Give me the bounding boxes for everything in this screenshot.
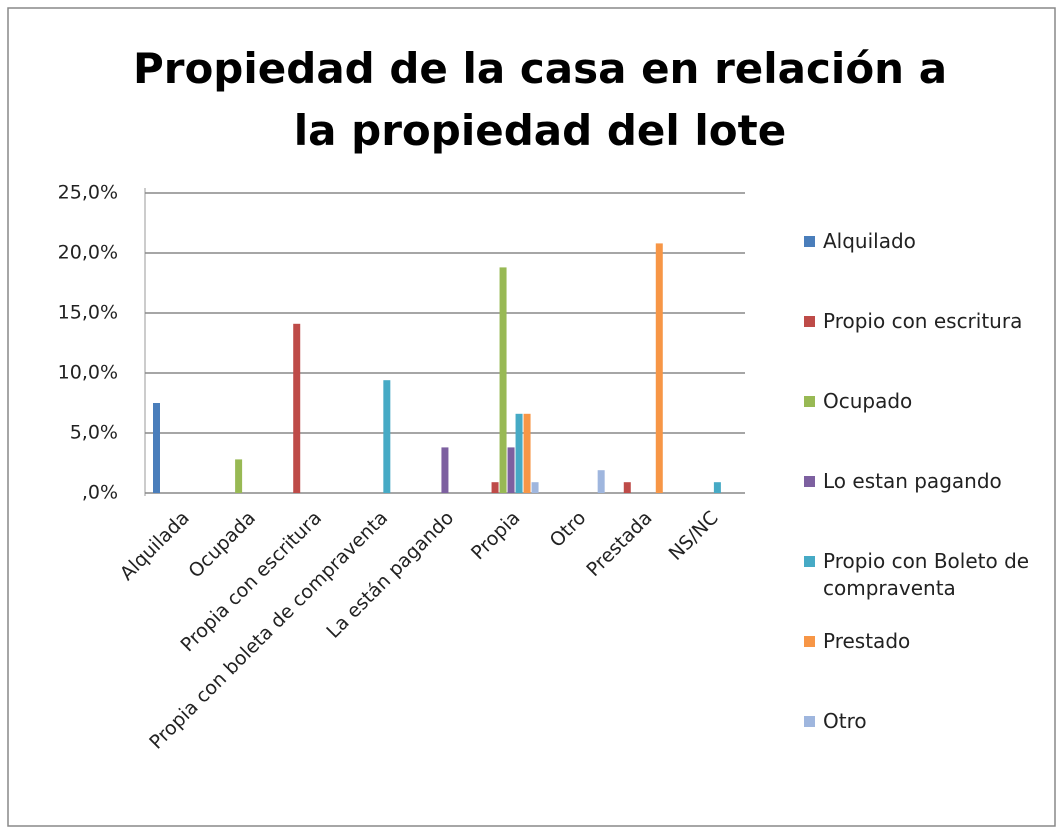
legend-swatch bbox=[804, 716, 815, 727]
legend-swatch bbox=[804, 236, 815, 247]
y-tick-label: 25,0% bbox=[58, 182, 118, 204]
bar bbox=[713, 482, 721, 493]
bar bbox=[491, 482, 499, 493]
x-tick-label: Propia bbox=[467, 507, 524, 564]
bar bbox=[515, 413, 523, 493]
y-tick-label: 10,0% bbox=[58, 362, 118, 384]
bar bbox=[383, 380, 391, 493]
bar bbox=[523, 413, 531, 493]
x-tick-label: Otro bbox=[546, 507, 591, 552]
x-tick-label: NS/NC bbox=[665, 507, 723, 565]
legend-item: Prestado bbox=[804, 628, 1039, 655]
x-tick-label: Alquilada bbox=[116, 507, 194, 585]
legend-swatch bbox=[804, 396, 815, 407]
legend-item: Lo estan pagando bbox=[804, 468, 1039, 495]
x-tick-label: Propia con boleta de compraventa bbox=[145, 507, 392, 754]
bar bbox=[655, 243, 663, 493]
legend-swatch bbox=[804, 556, 815, 567]
legend-item: Otro bbox=[804, 708, 1039, 735]
y-tick-label: 20,0% bbox=[58, 242, 118, 264]
y-tick-label: 5,0% bbox=[70, 422, 118, 444]
chart-title: Propiedad de la casa en relación a la pr… bbox=[132, 44, 948, 155]
bar bbox=[531, 482, 539, 493]
y-tick-label: 15,0% bbox=[58, 302, 118, 324]
chart-border bbox=[7, 7, 1056, 827]
legend-swatch bbox=[804, 316, 815, 327]
bar bbox=[597, 470, 605, 493]
legend-label: Otro bbox=[823, 709, 867, 733]
bar bbox=[235, 459, 243, 493]
legend-label: Alquilado bbox=[823, 229, 916, 253]
bar bbox=[293, 323, 301, 493]
legend-swatch bbox=[804, 476, 815, 487]
legend-swatch bbox=[804, 636, 815, 647]
legend-label: Propio con escritura bbox=[823, 309, 1023, 333]
legend-label: Lo estan pagando bbox=[823, 469, 1002, 493]
y-tick-label: ,0% bbox=[82, 482, 118, 504]
bar bbox=[623, 482, 631, 493]
legend-label: Propio con Boleto de compraventa bbox=[823, 549, 1030, 600]
bar bbox=[153, 403, 160, 493]
x-tick-label: La están pagando bbox=[322, 507, 458, 643]
legend-item: Ocupado bbox=[804, 388, 1039, 415]
legend-label: Ocupado bbox=[823, 389, 913, 413]
legend-label: Prestado bbox=[823, 629, 911, 653]
legend-item: Alquilado bbox=[804, 228, 1039, 255]
legend-item: Propio con escritura bbox=[804, 308, 1039, 335]
legend-item: Propio con Boleto de compraventa bbox=[804, 548, 1039, 602]
bar bbox=[499, 267, 507, 493]
bar bbox=[441, 447, 449, 493]
x-tick-label: Prestada bbox=[582, 507, 656, 581]
bar bbox=[507, 447, 515, 493]
